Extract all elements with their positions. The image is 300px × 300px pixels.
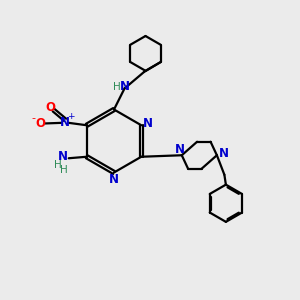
Text: N: N [143, 117, 153, 130]
Text: H: H [113, 82, 121, 92]
Text: O: O [45, 101, 55, 114]
Text: N: N [58, 150, 68, 163]
Text: +: + [67, 112, 74, 122]
Text: H: H [54, 160, 62, 170]
Text: N: N [60, 116, 70, 129]
Text: N: N [109, 172, 119, 186]
Text: H: H [60, 165, 68, 175]
Text: -: - [32, 113, 36, 123]
Text: N: N [120, 80, 130, 94]
Text: N: N [175, 143, 185, 156]
Text: N: N [218, 147, 229, 160]
Text: O: O [35, 117, 46, 130]
